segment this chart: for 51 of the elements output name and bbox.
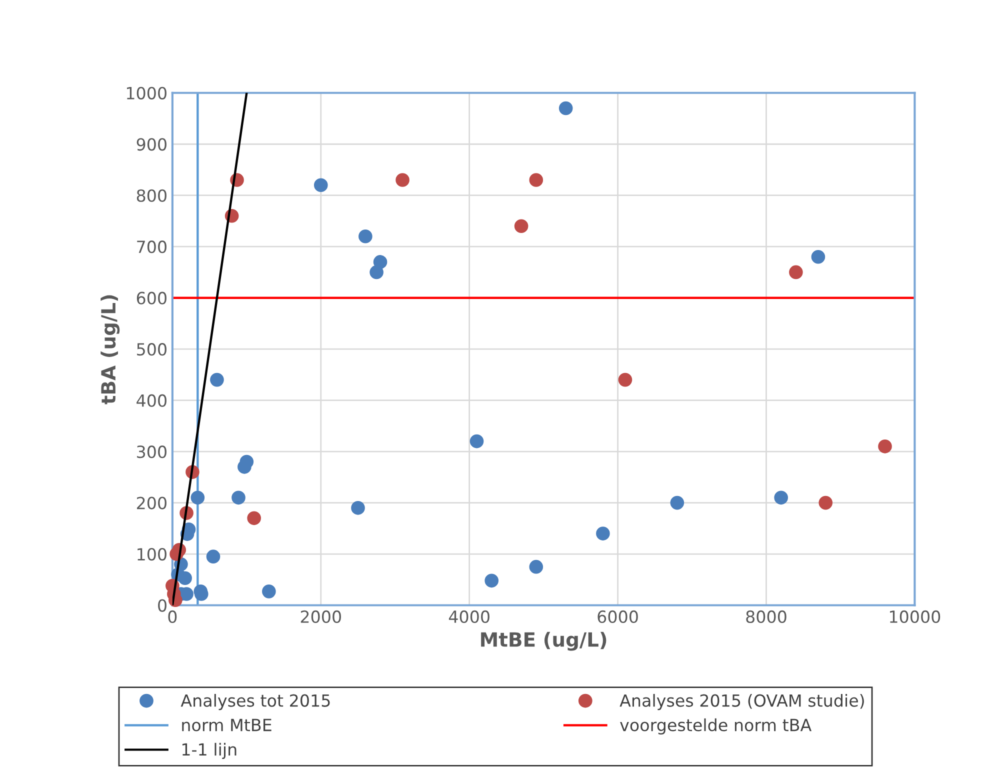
y-tick-label: 300 — [137, 446, 166, 458]
x-tick-label: 8000 — [746, 610, 786, 624]
point — [811, 250, 826, 264]
point — [878, 440, 892, 454]
point — [774, 490, 788, 505]
point — [514, 219, 528, 234]
point — [529, 560, 544, 574]
point — [396, 173, 410, 187]
point — [618, 372, 632, 387]
x-tick-label: 10000 — [890, 610, 940, 624]
x-tick-label: 4000 — [448, 610, 490, 624]
x-axis-title: MtBE (ug/L) — [481, 632, 606, 651]
y-tick-label: 800 — [136, 189, 166, 202]
y-tick-label: 100 — [138, 548, 166, 561]
x-tick-label: 6000 — [598, 610, 638, 624]
y-tick-label: 200 — [136, 496, 166, 510]
point — [314, 178, 328, 192]
point — [789, 265, 803, 280]
y-tick-label: 600 — [136, 292, 166, 304]
point — [596, 526, 610, 540]
point — [358, 229, 372, 244]
legend-label: Analyses 2015 (OVAM studie) — [620, 694, 864, 710]
y-tick-label: 1000 — [126, 86, 166, 100]
legend-label: 1-1 lijn — [182, 742, 236, 759]
x-tick-label: 2000 — [300, 610, 341, 624]
point — [373, 255, 388, 269]
point — [351, 501, 365, 515]
point — [370, 265, 384, 280]
y-tick-label: 0 — [158, 599, 166, 612]
point — [190, 490, 205, 505]
legend-label: voorgestelde norm tBA — [620, 718, 812, 735]
point — [558, 101, 573, 116]
y-tick-label: 500 — [137, 343, 166, 356]
y-axis-title: tBA (ug/L) — [100, 295, 120, 404]
point — [232, 490, 246, 505]
y-tick-label: 900 — [136, 138, 166, 151]
point — [247, 511, 261, 526]
legend-label: Analyses tot 2015 — [180, 694, 330, 710]
point — [470, 434, 484, 448]
point — [210, 372, 224, 387]
point — [484, 574, 499, 588]
point — [818, 496, 833, 510]
point — [670, 496, 684, 510]
point — [206, 550, 220, 564]
point — [262, 584, 276, 598]
legend-label: norm MtBE — [182, 718, 272, 732]
point — [529, 173, 544, 187]
y-tick-label: 700 — [137, 240, 166, 254]
y-tick-label: 400 — [136, 394, 166, 407]
x-tick-label: 0 — [168, 610, 177, 624]
point — [238, 460, 252, 474]
